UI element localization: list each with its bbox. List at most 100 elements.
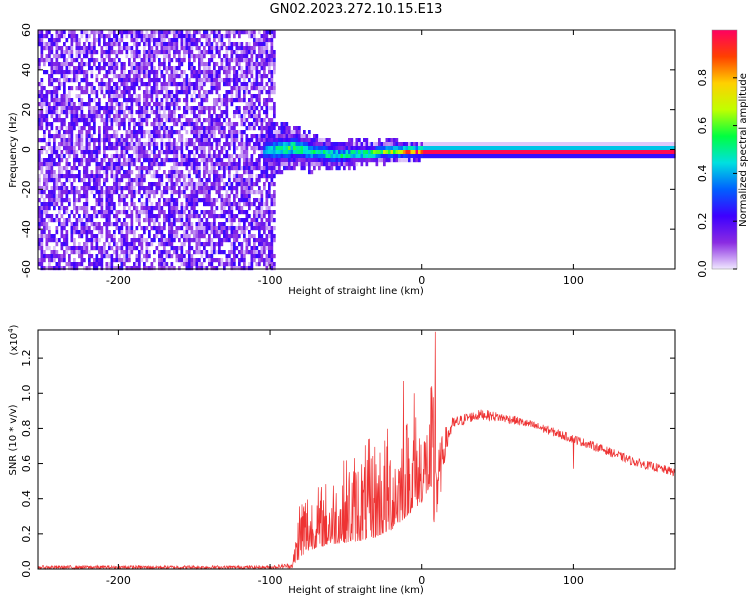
spectrogram-cell [145, 246, 149, 251]
spectrogram-cell [215, 98, 219, 103]
spectrogram-cell [243, 254, 246, 259]
spectrogram-cell [145, 266, 149, 271]
spectrogram-cell [98, 134, 101, 139]
spectrogram-cell [245, 90, 249, 95]
spectrogram-cell [155, 30, 159, 35]
spectrogram-cell [158, 118, 161, 123]
spectrogram-cell [115, 86, 119, 91]
spectrogram-cell [78, 234, 81, 239]
spectrogram-cell [133, 146, 136, 151]
spectrogram-cell [130, 114, 134, 119]
spectrogram-cell [150, 150, 154, 155]
spectrogram-cell [60, 94, 64, 99]
spectrogram-cell [138, 114, 141, 119]
spectrogram-cell [95, 154, 99, 159]
spectrogram-cell [173, 94, 176, 99]
spectrogram-cell [203, 166, 206, 171]
spectrogram-cell [155, 214, 159, 219]
spectrogram-cell [163, 198, 166, 203]
spectrogram-cell [183, 182, 186, 187]
spectrogram-cell [165, 174, 169, 179]
spectrogram-cell [298, 130, 301, 135]
spectrogram-cell [238, 258, 241, 263]
spectrogram-cell [93, 126, 96, 131]
spectrogram-cell [178, 178, 181, 183]
spectrogram-cell [330, 150, 334, 155]
spectrogram-cell [88, 150, 91, 155]
spectrogram-cell [185, 206, 189, 211]
spectrogram-cell [233, 110, 236, 115]
spectrogram-cell [130, 170, 134, 175]
spectrogram-cell [183, 90, 186, 95]
spectrogram-cell [193, 142, 196, 147]
spectrogram-cell [188, 62, 191, 67]
spectrogram-cell [85, 246, 89, 251]
spectrogram-cell [140, 178, 144, 183]
spectrogram-cell [163, 110, 166, 115]
spectrogram-cell [93, 214, 96, 219]
spectrogram-cell [138, 214, 141, 219]
spectrogram-cell [95, 262, 99, 267]
spectrogram-cell [163, 78, 166, 83]
spectrogram-cell [180, 170, 184, 175]
spectrogram-cell [78, 262, 81, 267]
spectrogram-cell [98, 238, 101, 243]
spectrogram-cell [218, 98, 221, 103]
spectrogram-cell [63, 266, 66, 271]
spectrogram-cell [45, 174, 49, 179]
spectrogram-cell [110, 134, 114, 139]
spectrogram-cell [255, 182, 259, 187]
spectrogram-cell [528, 142, 531, 147]
spectrogram-cell [125, 210, 129, 215]
spectrogram-cell [138, 74, 141, 79]
spectrogram-cell [313, 158, 316, 163]
spectrogram-cell [165, 114, 169, 119]
spectrogram-cell [588, 150, 591, 155]
spectrogram-cell [63, 174, 66, 179]
spectrogram-cell [205, 34, 209, 39]
spectrogram-cell [415, 154, 419, 159]
spectrogram-cell [250, 246, 254, 251]
spectrogram-cell [100, 54, 104, 59]
spectrogram-cell [58, 78, 61, 83]
spectrogram-cell [105, 238, 109, 243]
spectrogram-cell [403, 154, 406, 159]
spectrogram-cell [133, 86, 136, 91]
spectrogram-cell [165, 146, 169, 151]
spectrogram-cell [88, 98, 91, 103]
spectrogram-cell [100, 158, 104, 163]
spectrogram-cell [65, 158, 69, 163]
spectrogram-cell [300, 158, 304, 163]
spectrogram-cell [188, 214, 191, 219]
spectrogram-cell [113, 34, 116, 39]
spectrogram-cell [73, 106, 76, 111]
spectrogram-cell [298, 146, 301, 151]
spectrogram-cell [183, 254, 186, 259]
spectrogram-cell [220, 114, 224, 119]
spectrogram-cell [160, 42, 164, 47]
spectrogram-cell [178, 82, 181, 87]
spectrogram-cell [200, 146, 204, 151]
spectrogram-cell [185, 166, 189, 171]
spectrogram-cell [43, 230, 46, 235]
spectrogram-cell [63, 234, 66, 239]
spectrogram-cell [230, 250, 234, 255]
spectrogram-cell [345, 150, 349, 155]
spectrogram-cell [255, 98, 259, 103]
spectrogram-cell [170, 74, 174, 79]
spectrogram-cell [145, 150, 149, 155]
spectrogram-cell [208, 38, 211, 43]
spectrogram-cell [193, 182, 196, 187]
spectrogram-cell [490, 150, 494, 155]
spectrogram-cell [63, 90, 66, 95]
spectrogram-cell [245, 214, 249, 219]
spectrogram-cell [90, 118, 94, 123]
spectrogram-cell [638, 142, 641, 147]
spectrogram-cell [108, 210, 111, 215]
spectrogram-cell [225, 254, 229, 259]
spectrogram-cell [208, 46, 211, 51]
spectrogram-cell [160, 102, 164, 107]
spectrogram-cell [240, 82, 244, 87]
spectrogram-cell [258, 222, 261, 227]
spectrogram-cell [295, 146, 299, 151]
